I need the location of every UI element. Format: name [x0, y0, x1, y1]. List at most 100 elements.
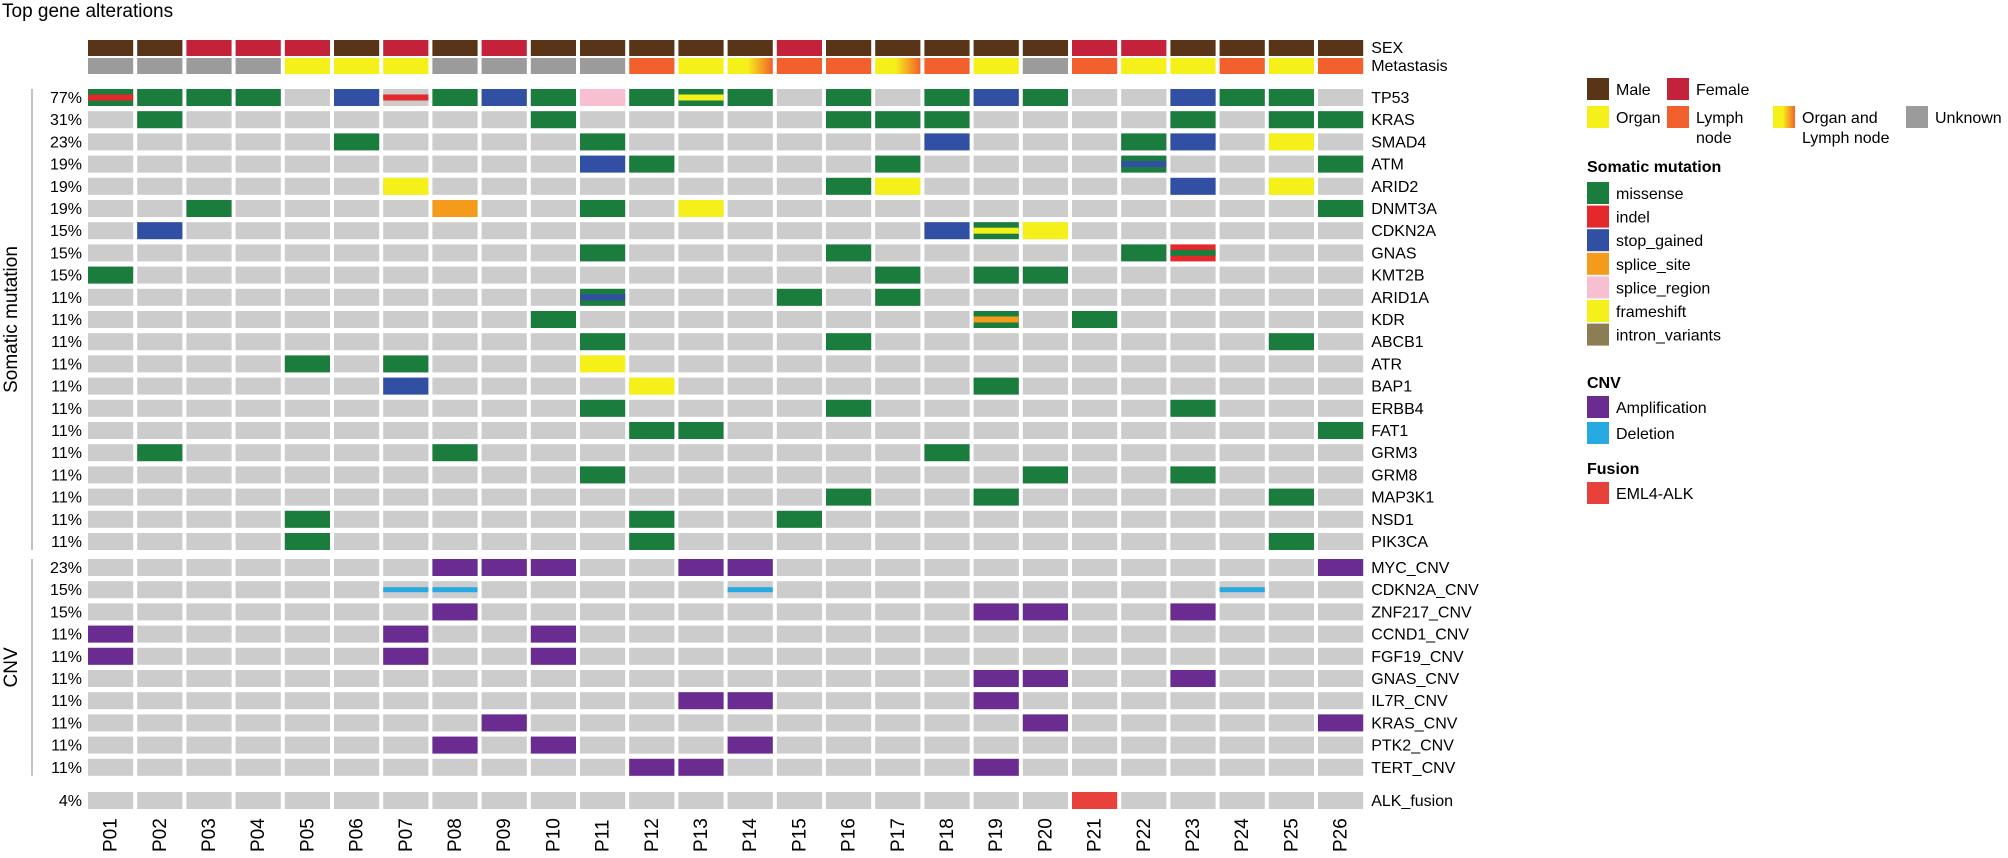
cell-background [284, 311, 330, 328]
cell-background [530, 244, 576, 262]
legend-label-unknown: Unknown [1935, 110, 2002, 127]
cell-background [678, 444, 724, 462]
cell-background [580, 559, 626, 576]
cell-background [235, 488, 281, 506]
gene-label-arid1a: ARID1A [1371, 290, 1429, 307]
row-pct: 15% [50, 245, 82, 262]
cell-background [727, 266, 773, 284]
cell-background [235, 444, 281, 462]
cell-background [1121, 311, 1167, 328]
cell-background [973, 200, 1019, 217]
cell-background [678, 510, 724, 528]
alteration-grid: 77% TP53 31% KRAS 23% SMAD4 19% ATM 19% ARID2 19% D… [50, 89, 1479, 810]
cell-background [678, 533, 724, 550]
alteration-missense [875, 155, 921, 173]
cell-background [727, 714, 773, 732]
cell-background [334, 311, 380, 328]
cell-background [186, 510, 232, 528]
cell-background [284, 155, 330, 173]
sample-label: P02 [150, 818, 171, 852]
cell-background [727, 288, 773, 306]
alteration-amplification [432, 736, 478, 754]
cell-background [776, 177, 822, 195]
cell-background [530, 670, 576, 687]
cell-background [629, 111, 675, 129]
cell-background [1268, 581, 1314, 599]
cell-background [727, 200, 773, 217]
row-pct: 15% [50, 604, 82, 621]
cell-background [727, 377, 773, 395]
alteration-missense [580, 333, 626, 351]
cell-background [383, 692, 429, 710]
alteration-amplification [973, 692, 1019, 710]
cell-background [1022, 510, 1068, 528]
track-metastasis-cell [1170, 58, 1216, 74]
cell-background [727, 510, 773, 528]
sample-label: P20 [1035, 818, 1056, 852]
track-metastasis-cell [973, 58, 1019, 74]
cell-background [1121, 355, 1167, 373]
cell-background [1170, 714, 1216, 732]
cell-background [284, 377, 330, 395]
alteration-missense [924, 444, 970, 462]
track-metastasis-cell [1072, 58, 1118, 74]
cell-background [1318, 377, 1364, 395]
cell-background [334, 510, 380, 528]
alteration-missense [137, 111, 183, 129]
cell-background [1121, 200, 1167, 217]
row-pct: 4% [59, 793, 82, 810]
gene-label-smad4: SMAD4 [1371, 134, 1426, 151]
cell-background [334, 625, 380, 643]
cell-background [1022, 311, 1068, 328]
cell-background [826, 670, 872, 687]
legend-label-amplification: Amplification [1616, 400, 1707, 417]
cell-background [727, 244, 773, 262]
cell-background [432, 333, 478, 351]
cell-background [1318, 266, 1364, 284]
cell-background [186, 355, 232, 373]
cell-background [776, 581, 822, 599]
cell-background [137, 422, 183, 439]
cell-background [1219, 266, 1265, 284]
cell-background [1268, 288, 1314, 306]
cell-background [235, 177, 281, 195]
cell-background [727, 647, 773, 665]
cell-background [1219, 355, 1265, 373]
alteration-missense [826, 333, 872, 351]
alteration-frameshift [580, 355, 626, 373]
cell-background [1170, 333, 1216, 351]
cell-background [973, 133, 1019, 151]
cell-background [88, 333, 134, 351]
alteration-stop-gained [383, 377, 429, 395]
alteration-stop-gained [1170, 133, 1216, 151]
cell-background [432, 533, 478, 550]
cell-background [383, 311, 429, 328]
cell-background [1170, 222, 1216, 240]
cell-background [924, 200, 970, 217]
cell-background [924, 758, 970, 776]
cell-background [580, 603, 626, 621]
legend-swatch-unknown [1906, 106, 1928, 128]
alteration-amplification [1022, 714, 1068, 732]
cell-background [1072, 466, 1118, 484]
row-pct: 11% [51, 490, 82, 507]
cell-background [1170, 792, 1216, 809]
row-pct: 19% [50, 179, 82, 196]
cell-background [727, 399, 773, 417]
cell-background [1268, 155, 1314, 173]
cell-background [137, 266, 183, 284]
cell-background [629, 222, 675, 240]
cell-background [1268, 466, 1314, 484]
cell-background [284, 200, 330, 217]
track-metastasis-cell [137, 58, 183, 74]
cell-background [481, 266, 527, 284]
cell-background [235, 758, 281, 776]
cell-background [727, 355, 773, 373]
cell-background [580, 581, 626, 599]
alteration-deletion [727, 587, 773, 593]
cell-background [1318, 133, 1364, 151]
sample-label: P05 [297, 818, 318, 852]
track-sex-cell [186, 40, 232, 56]
cell-background [875, 222, 921, 240]
cell-background [334, 288, 380, 306]
